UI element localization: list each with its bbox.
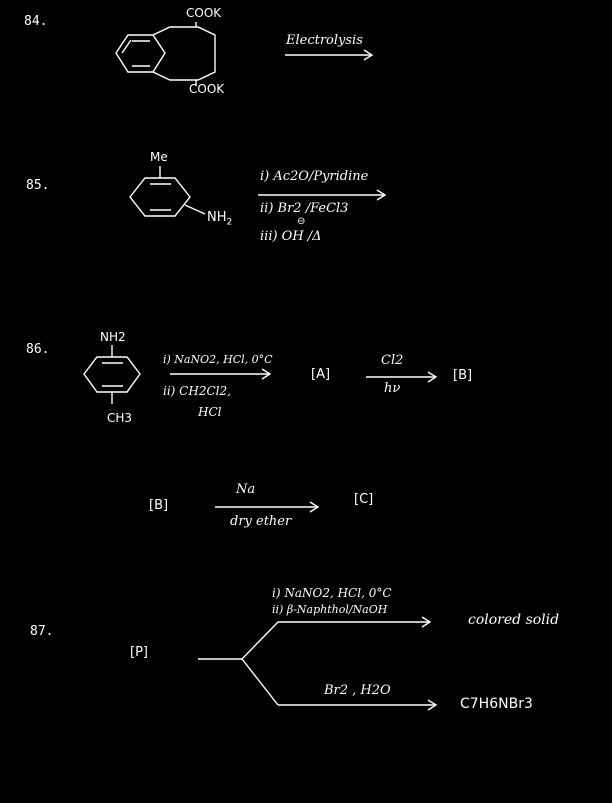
q85-amine: NH2 bbox=[207, 210, 233, 228]
q84-number: 84. bbox=[24, 14, 48, 29]
q86-reagent-b-bottom: dry ether bbox=[230, 514, 292, 529]
q86-intermediate-a: [A] bbox=[311, 367, 331, 382]
q87-branch-down bbox=[241, 658, 279, 706]
q85-charge: ⊖ bbox=[297, 216, 306, 227]
q87-lower-product: C7H6NBr3 bbox=[460, 696, 533, 712]
q86-reagent-a-top: Cl2 bbox=[381, 353, 404, 368]
q85-structure bbox=[129, 166, 206, 217]
q86-b-label: [B] bbox=[149, 498, 169, 513]
q86-arrow1-head bbox=[261, 368, 272, 380]
q86-structure bbox=[83, 345, 141, 404]
q86-amine: NH2 bbox=[100, 330, 126, 344]
q87-start: [P] bbox=[130, 645, 148, 660]
q84-dihydro-ring bbox=[152, 26, 216, 81]
q85-benzene-ring bbox=[129, 177, 191, 217]
q84-reagent: Electrolysis bbox=[286, 33, 363, 48]
q87-number: 87. bbox=[30, 624, 54, 639]
q84-bottom-group: COOK bbox=[189, 82, 225, 96]
q85-arrow-head bbox=[376, 189, 387, 201]
q86-step2b: HCl bbox=[198, 405, 222, 419]
q86-benzene-ring bbox=[83, 356, 141, 393]
q87-upper-step2: ii) β-Naphthol/NaOH bbox=[272, 603, 388, 616]
q84-top-group: COOK bbox=[186, 6, 222, 20]
q87-upper-step1: i) NaNO2, HCl, 0°C bbox=[272, 586, 392, 600]
q86-step2: ii) CH2Cl2, bbox=[163, 384, 231, 398]
q86-number: 86. bbox=[26, 342, 50, 357]
q85-step3: iii) OH /Δ bbox=[260, 229, 322, 244]
q86-intermediate-b: [B] bbox=[453, 368, 473, 383]
q86-methyl: CH3 bbox=[107, 411, 133, 425]
q87-lower-arrow-head bbox=[427, 699, 438, 711]
q87-upper-arrow-head bbox=[421, 616, 432, 628]
q85-step1: i) Ac2O/Pyridine bbox=[260, 169, 369, 184]
q86-product-c: [C] bbox=[354, 492, 374, 507]
q86-reagent-a-bottom: hν bbox=[384, 381, 401, 396]
q87-upper-product: colored solid bbox=[468, 612, 560, 628]
q85-step2: ii) Br2 /FeCl3 bbox=[260, 201, 349, 216]
q84-structure bbox=[115, 22, 216, 86]
q86-arrow3-head bbox=[309, 501, 320, 513]
q86-step1: i) NaNO2, HCl, 0°C bbox=[163, 353, 273, 366]
q87-branch-up bbox=[241, 621, 279, 660]
q87-lower-reagent: Br2 , H2O bbox=[324, 683, 391, 698]
q84-arrow-head bbox=[363, 49, 374, 61]
q86-arrow2-head bbox=[427, 371, 438, 383]
q85-methyl: Me bbox=[150, 150, 168, 164]
q86-reagent-b-top: Na bbox=[236, 482, 256, 497]
q85-number: 85. bbox=[26, 178, 50, 193]
